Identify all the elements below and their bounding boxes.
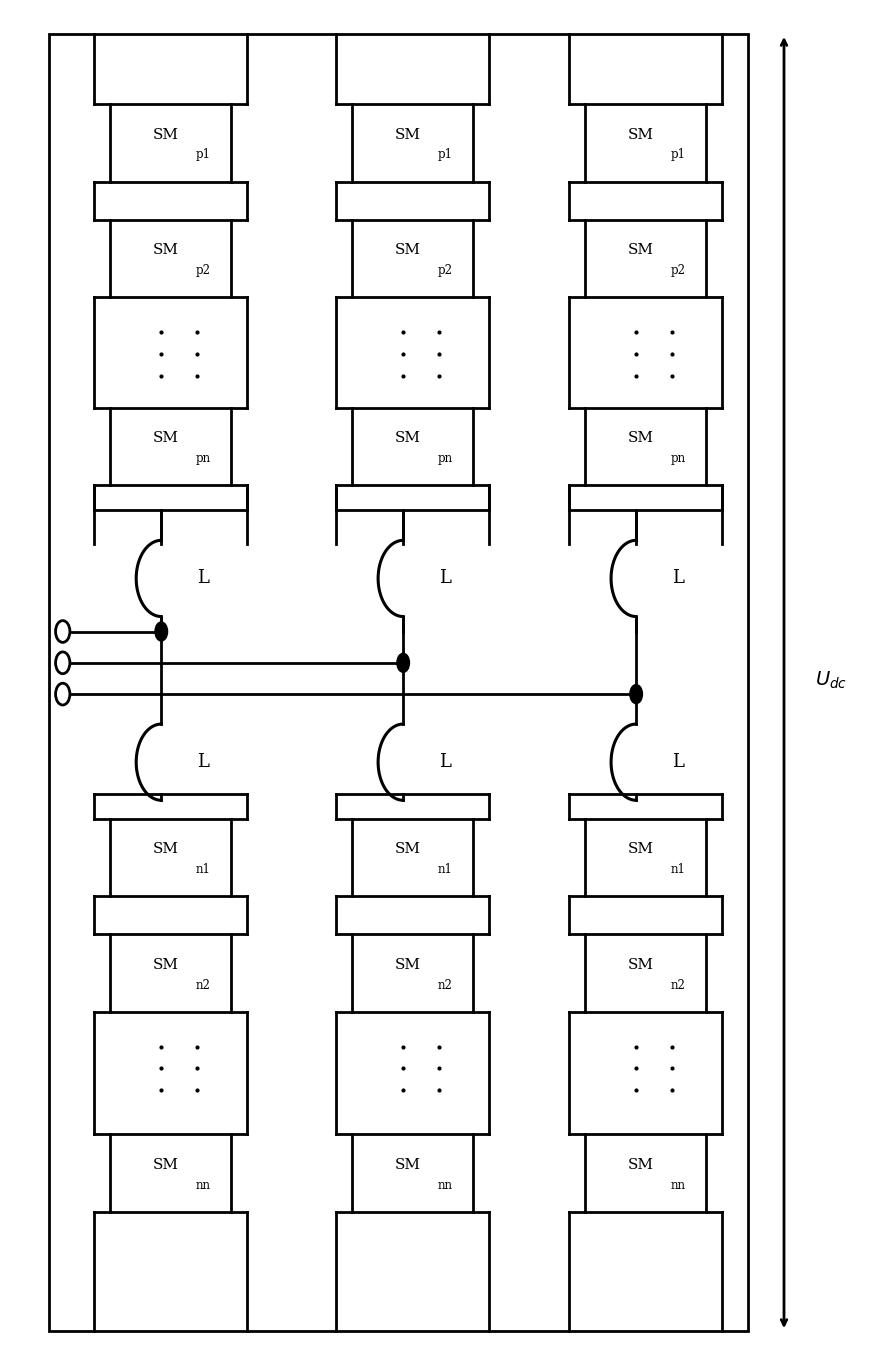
Text: n1: n1 <box>437 863 452 876</box>
Text: n1: n1 <box>670 863 685 876</box>
Text: p1: p1 <box>670 148 685 162</box>
Text: p1: p1 <box>437 148 452 162</box>
Bar <box>109 407 231 485</box>
Text: SM: SM <box>627 244 654 257</box>
Text: n2: n2 <box>670 979 685 992</box>
Bar <box>585 105 706 181</box>
Bar <box>109 935 231 1013</box>
Text: SM: SM <box>627 431 654 445</box>
Bar <box>109 819 231 897</box>
Text: SM: SM <box>627 1158 654 1172</box>
Text: pn: pn <box>195 452 211 465</box>
Bar <box>585 407 706 485</box>
Bar <box>352 819 473 897</box>
Bar <box>352 407 473 485</box>
Text: SM: SM <box>394 431 421 445</box>
Bar <box>109 1135 231 1211</box>
Bar <box>585 935 706 1013</box>
Text: pn: pn <box>437 452 452 465</box>
Circle shape <box>397 653 409 672</box>
Text: L: L <box>439 753 451 772</box>
Bar <box>352 105 473 181</box>
Text: L: L <box>197 753 209 772</box>
Text: SM: SM <box>394 244 421 257</box>
Circle shape <box>155 622 168 641</box>
Text: $U_{dc}$: $U_{dc}$ <box>815 670 848 691</box>
Text: SM: SM <box>394 128 421 142</box>
Text: p2: p2 <box>195 264 211 278</box>
Text: p2: p2 <box>437 264 452 278</box>
Text: nn: nn <box>195 1179 211 1192</box>
Text: pn: pn <box>670 452 685 465</box>
Text: L: L <box>672 569 684 588</box>
Text: p2: p2 <box>670 264 685 278</box>
Text: n2: n2 <box>437 979 452 992</box>
Text: SM: SM <box>627 128 654 142</box>
Bar <box>352 219 473 297</box>
Text: SM: SM <box>152 244 179 257</box>
Text: SM: SM <box>152 1158 179 1172</box>
Text: SM: SM <box>152 958 179 972</box>
Bar <box>49 34 748 1331</box>
Text: SM: SM <box>394 842 421 856</box>
Text: SM: SM <box>152 842 179 856</box>
Text: SM: SM <box>394 958 421 972</box>
Circle shape <box>630 685 642 704</box>
Bar <box>585 1135 706 1211</box>
Text: SM: SM <box>152 431 179 445</box>
Bar <box>109 219 231 297</box>
Text: n1: n1 <box>195 863 211 876</box>
Bar <box>109 105 231 181</box>
Bar <box>585 819 706 897</box>
Text: L: L <box>672 753 684 772</box>
Text: L: L <box>197 569 209 588</box>
Bar <box>585 219 706 297</box>
Text: SM: SM <box>627 842 654 856</box>
Text: n2: n2 <box>195 979 211 992</box>
Text: nn: nn <box>437 1179 452 1192</box>
Text: p1: p1 <box>195 148 211 162</box>
Text: SM: SM <box>627 958 654 972</box>
Text: SM: SM <box>394 1158 421 1172</box>
Text: L: L <box>439 569 451 588</box>
Bar <box>352 935 473 1013</box>
Text: nn: nn <box>670 1179 685 1192</box>
Bar <box>352 1135 473 1211</box>
Text: SM: SM <box>152 128 179 142</box>
